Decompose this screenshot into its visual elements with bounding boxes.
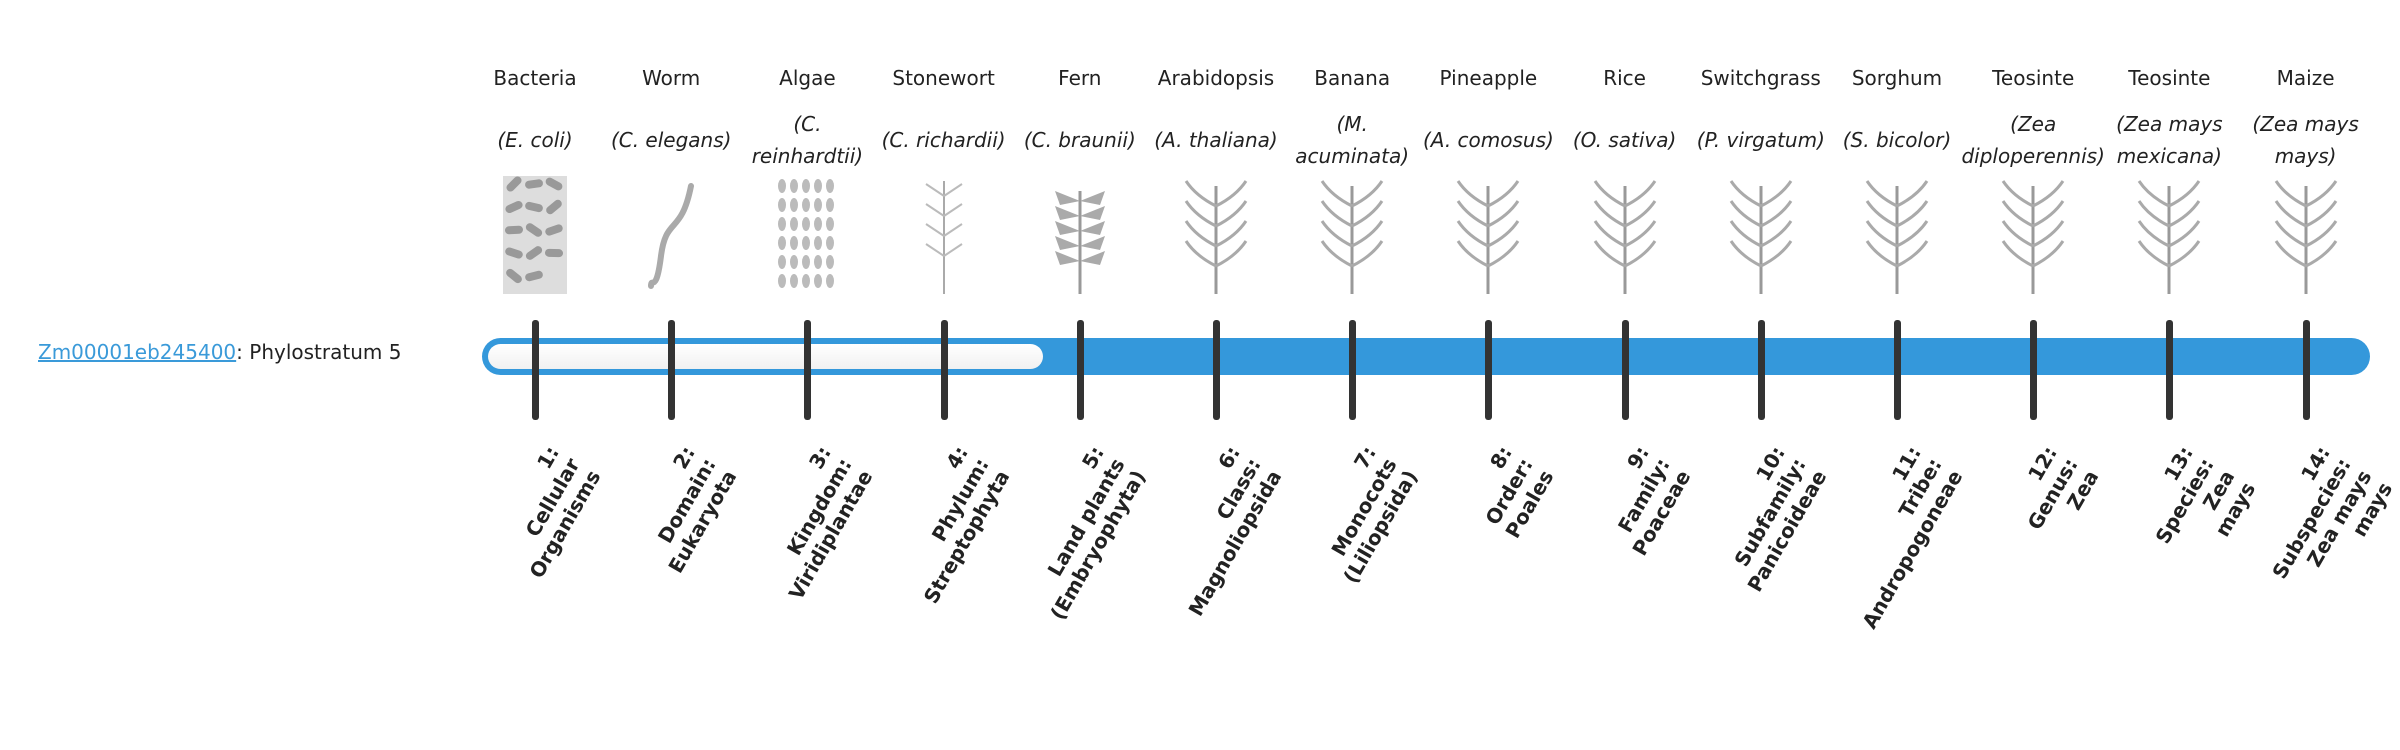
phylostratum-tick: [1757, 320, 1765, 420]
phylostratum-tick: [2030, 320, 2038, 420]
phylostratum-tick: [1349, 320, 1357, 420]
phylostratum-tick: [940, 320, 948, 420]
phylostratum-bar: [482, 338, 2370, 375]
organism-common-name: Stonewort: [892, 66, 995, 90]
maize-icon: [2274, 180, 2337, 294]
scientific-name-text: (C. reinhardtii): [751, 112, 864, 168]
organism-common-name: Switchgrass: [1700, 66, 1821, 90]
fern-icon: [1054, 191, 1105, 294]
organism-scientific-name: (Zea mays mexicana): [2099, 108, 2239, 172]
organism-scientific-name: (O. sativa): [1555, 108, 1695, 172]
scientific-name-text: (O. sativa): [1572, 128, 1677, 152]
phylostratum-tick: [668, 320, 676, 420]
algae-icon: [778, 179, 835, 288]
scientific-name-text: (Zea diploperennis): [1961, 112, 2105, 168]
phylostratum-tick: [1621, 320, 1629, 420]
switchgrass-icon: [1729, 180, 1793, 294]
organism-scientific-name: (A. comosus): [1418, 108, 1558, 172]
organism-scientific-name: (M. acuminata): [1282, 108, 1422, 172]
organism-common-name: Sorghum: [1851, 66, 1943, 90]
phylostratum-text: : Phylostratum 5: [236, 340, 402, 364]
scientific-name-text: (C. braunii): [1023, 128, 1136, 152]
phylostratum-tick: [1485, 320, 1493, 420]
pineapple-icon: [1457, 180, 1520, 294]
organism-common-name: Teosinte: [1992, 66, 2075, 90]
organism-common-name: Worm: [642, 66, 701, 90]
organism-scientific-name: (C. richardii): [874, 108, 1014, 172]
phylostratum-tick: [2302, 320, 2310, 420]
phylostratum-tick: [2166, 320, 2174, 420]
scientific-name-text: (E. coli): [497, 128, 573, 152]
worm-icon: [648, 183, 695, 289]
organism-scientific-name: (C. elegans): [601, 108, 741, 172]
phylostratum-tick: [804, 320, 812, 420]
scientific-name-text: (Zea mays mays): [2252, 112, 2359, 168]
phylostratum-tick: [532, 320, 539, 420]
organism-common-name: Banana: [1314, 66, 1391, 90]
scientific-name-text: (C. elegans): [610, 128, 732, 152]
bacteria-icon: [503, 176, 567, 294]
organism-common-name: Arabidopsis: [1157, 66, 1275, 90]
banana-icon: [1320, 180, 1384, 294]
scientific-name-text: (P. virgatum): [1696, 128, 1825, 152]
phylostratum-tick: [1213, 320, 1220, 420]
organism-common-name: Maize: [2276, 66, 2335, 90]
scientific-name-text: (A. comosus): [1422, 128, 1554, 152]
scientific-name-text: (C. richardii): [881, 128, 1006, 152]
organism-scientific-name: (E. coli): [465, 108, 605, 172]
organism-common-name: Algae: [779, 66, 836, 90]
organism-scientific-name: (A. thaliana): [1146, 108, 1286, 172]
scientific-name-text: (Zea mays mexicana): [2116, 112, 2223, 168]
organism-scientific-name: (Zea mays mays): [2236, 108, 2376, 172]
organism-scientific-name: (P. virgatum): [1691, 108, 1831, 172]
organism-scientific-name: (S. bicolor): [1827, 108, 1967, 172]
organism-common-name: Rice: [1603, 66, 1646, 90]
rice-icon: [1593, 180, 1656, 294]
arabidopsis-icon: [1184, 180, 1248, 294]
organism-scientific-name: (C. reinhardtii): [737, 108, 877, 172]
organism-common-name: Teosinte: [2128, 66, 2211, 90]
bar-unfilled-segment: [488, 344, 1043, 369]
organism-common-name: Bacteria: [493, 66, 577, 90]
organism-common-name: Pineapple: [1439, 66, 1538, 90]
organism-scientific-name: (C. braunii): [1010, 108, 1150, 172]
sorghum-icon: [1865, 180, 1929, 294]
phylostratum-tick: [1894, 320, 1901, 420]
gene-link[interactable]: Zm00001eb245400: [38, 340, 237, 364]
scientific-name-text: (S. bicolor): [1842, 128, 1952, 152]
phylostratum-tick: [1076, 320, 1084, 420]
organism-scientific-name: (Zea diploperennis): [1961, 108, 2105, 172]
scientific-name-text: (A. thaliana): [1154, 128, 1278, 152]
stonewort-icon: [925, 181, 963, 294]
organism-common-name: Fern: [1058, 66, 1102, 90]
scientific-name-text: (M. acuminata): [1295, 112, 1410, 168]
gene-label: Zm00001eb245400: Phylostratum 5: [38, 340, 401, 364]
teosinte-icon: [2001, 180, 2065, 294]
teosinte-icon: [2138, 180, 2201, 294]
